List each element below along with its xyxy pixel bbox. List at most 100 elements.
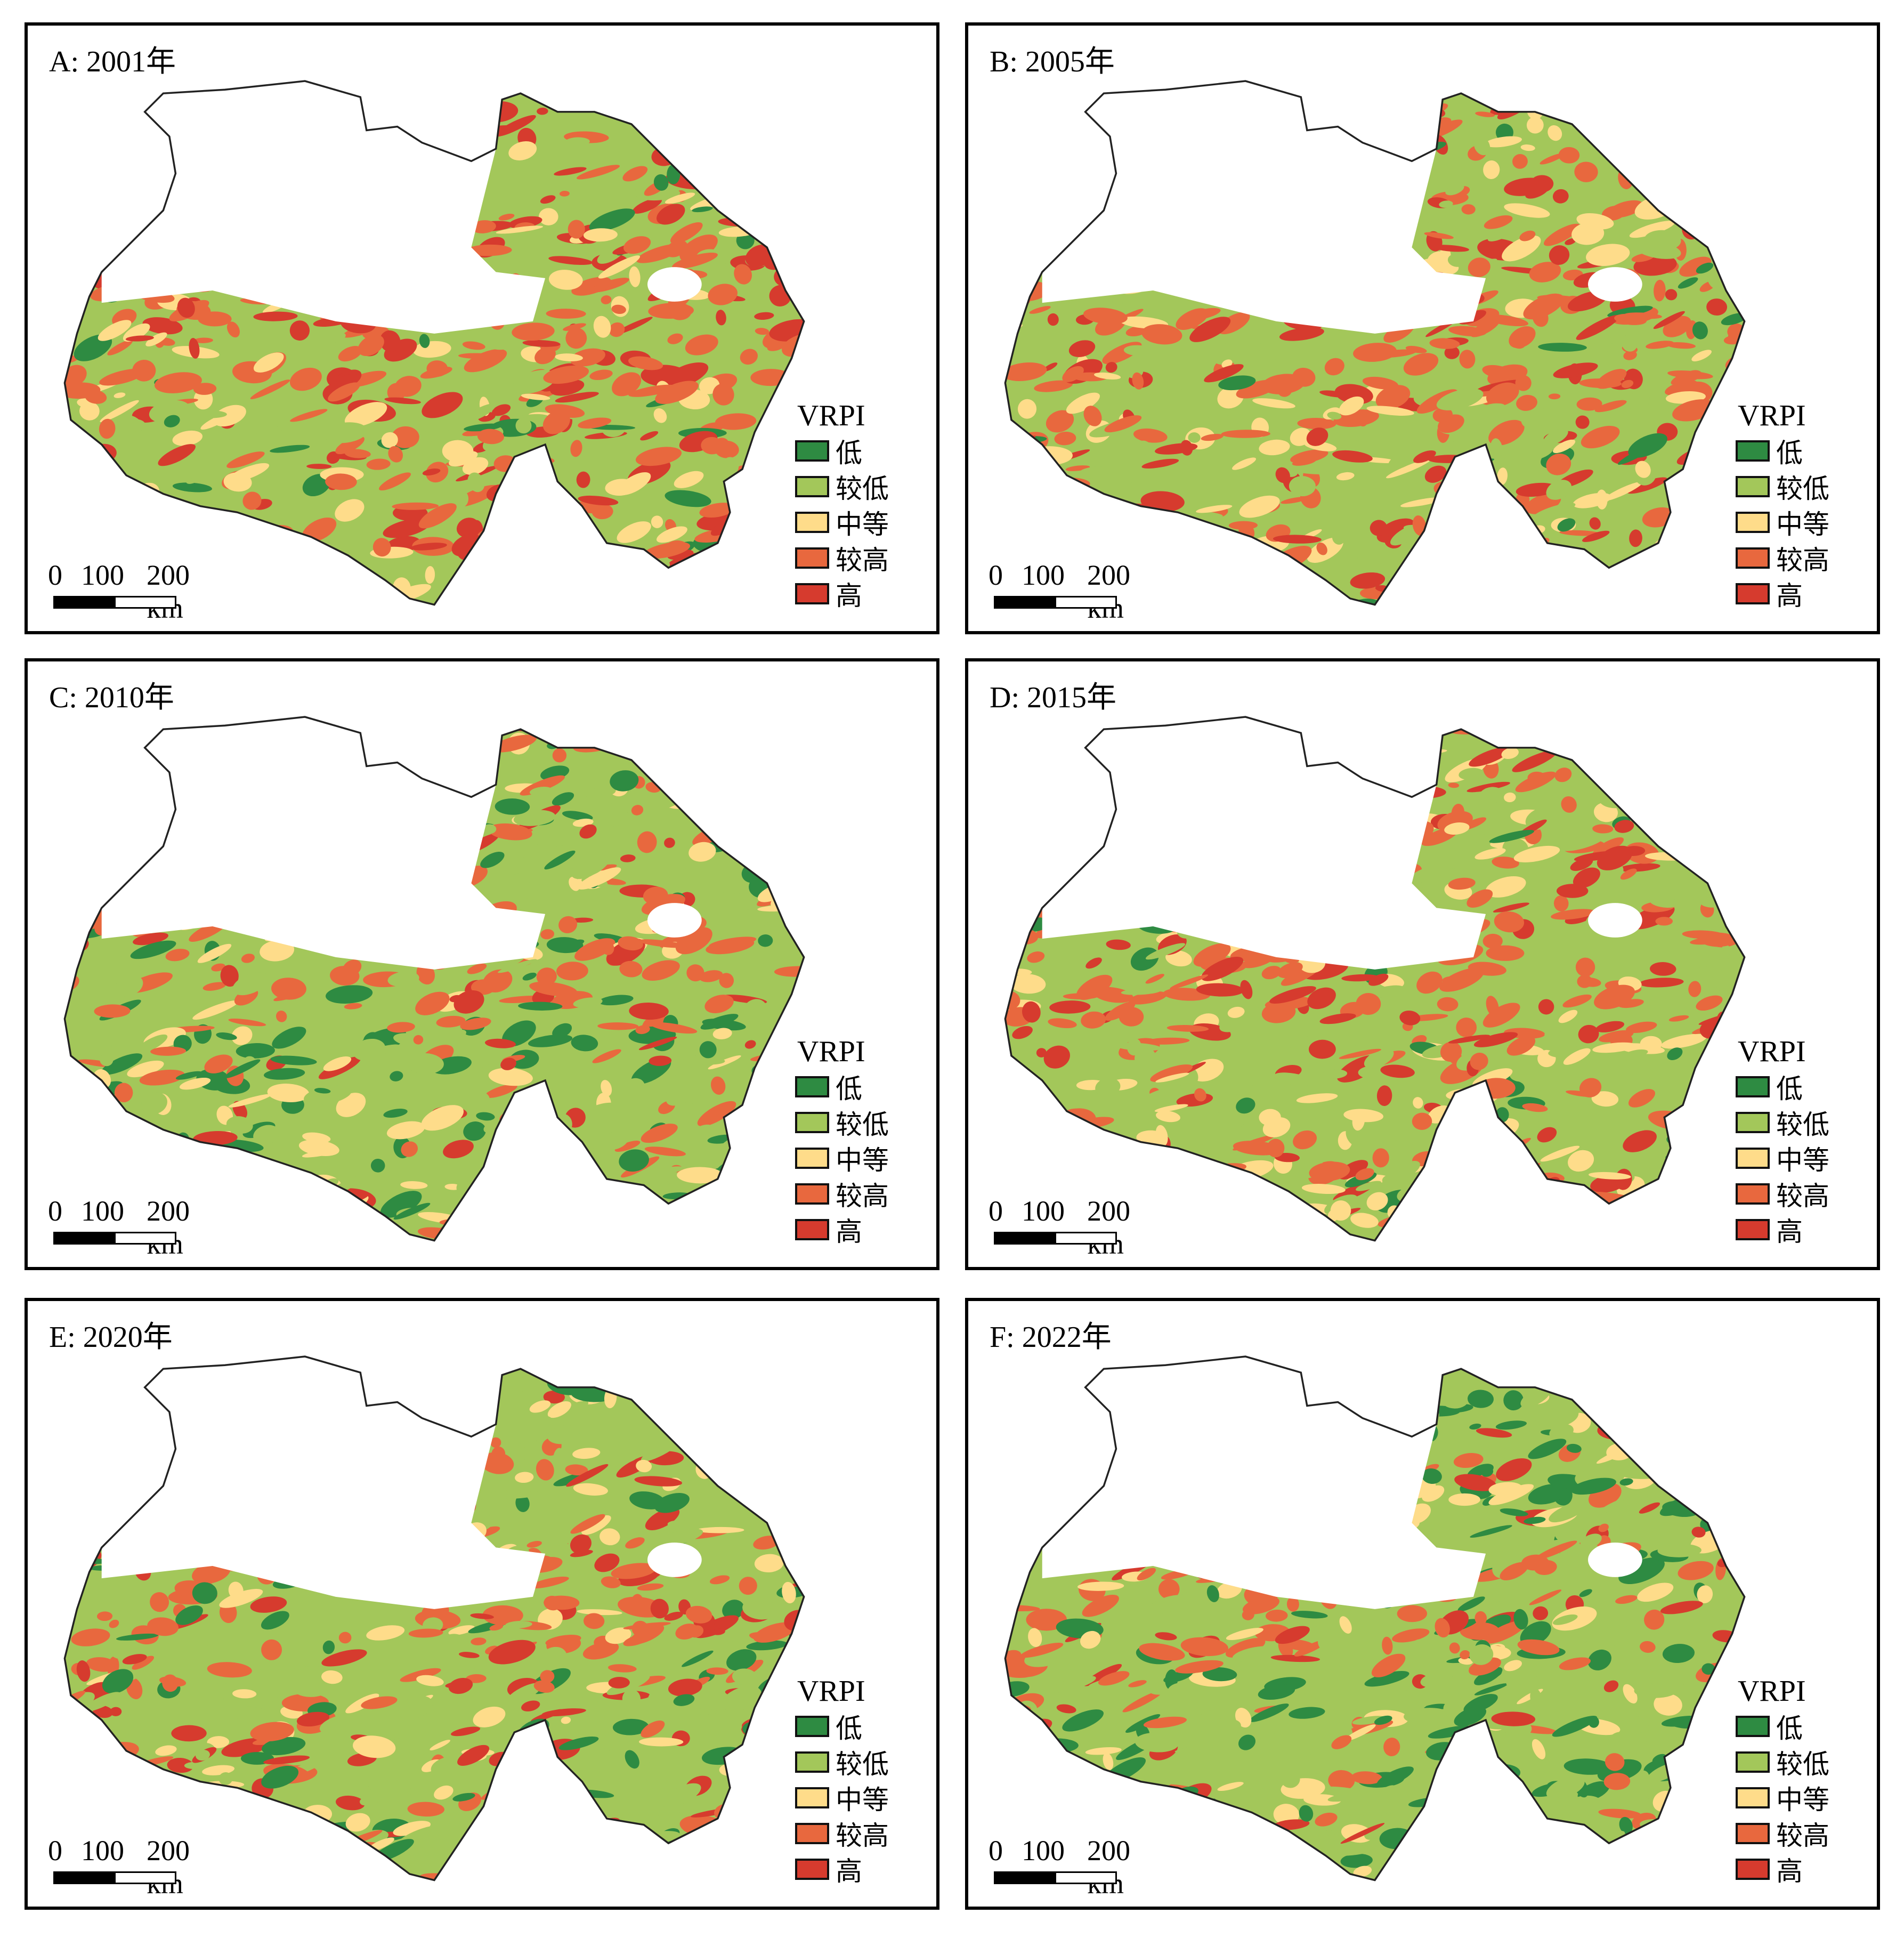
raster-patch — [1691, 1527, 1706, 1538]
raster-patch — [1309, 1231, 1339, 1241]
raster-patch — [593, 316, 611, 338]
scale-label-0: 0 — [48, 1195, 62, 1227]
raster-patch — [212, 1864, 250, 1877]
raster-patch — [1005, 189, 1037, 212]
raster-patch — [253, 311, 298, 321]
raster-patch — [635, 447, 682, 466]
raster-patch — [471, 220, 496, 233]
raster-patch — [1445, 1745, 1479, 1754]
raster-patch — [732, 1413, 747, 1425]
raster-patch — [466, 1874, 497, 1880]
raster-patch — [1506, 1666, 1543, 1686]
raster-patch — [1615, 1482, 1658, 1505]
raster-patch — [642, 960, 680, 981]
raster-patch — [1176, 308, 1209, 330]
raster-patch — [209, 432, 250, 455]
raster-patch — [1044, 1446, 1083, 1459]
legend-label: 较低 — [836, 473, 889, 504]
raster-patch — [1196, 505, 1233, 513]
raster-patch — [335, 1840, 361, 1858]
raster-patch — [696, 1864, 718, 1880]
legend-label: 中等 — [1776, 1145, 1829, 1175]
raster-patch — [469, 724, 484, 742]
raster-patch — [1352, 1716, 1387, 1725]
raster-patch — [590, 278, 629, 293]
legend-label: 较低 — [836, 1749, 889, 1779]
raster-patch — [667, 1369, 679, 1383]
raster-patch — [478, 1855, 490, 1864]
raster-patch — [1022, 1001, 1041, 1023]
raster-patch — [1357, 1636, 1382, 1656]
raster-patch — [617, 1777, 629, 1784]
raster-patch — [1512, 154, 1528, 169]
raster-patch — [521, 393, 550, 400]
raster-patch — [1448, 782, 1460, 788]
raster-patch — [193, 410, 227, 418]
raster-patch — [1503, 1367, 1550, 1379]
raster-patch — [1585, 1368, 1614, 1388]
raster-patch — [534, 347, 556, 365]
raster-patch — [1505, 1162, 1541, 1178]
raster-patch — [547, 580, 586, 589]
raster-patch — [653, 174, 669, 191]
raster-patch — [1294, 1729, 1306, 1737]
raster-patch — [1017, 1530, 1048, 1539]
raster-patch — [704, 995, 734, 1014]
raster-patch — [237, 573, 280, 598]
raster-patch — [634, 1476, 683, 1487]
raster-patch — [1646, 341, 1674, 349]
raster-patch — [1493, 1836, 1533, 1854]
raster-patch — [1654, 1693, 1682, 1716]
raster-patch — [1386, 458, 1431, 479]
raster-patch — [1540, 153, 1564, 165]
raster-patch — [1048, 538, 1064, 554]
raster-patch — [1005, 1174, 1020, 1191]
raster-patch — [1595, 1379, 1608, 1388]
raster-patch — [655, 381, 699, 404]
raster-patch — [126, 505, 152, 515]
legend-item: 较高 — [1736, 1815, 1829, 1851]
raster-patch — [1696, 754, 1741, 776]
raster-patch — [1728, 889, 1745, 907]
raster-patch — [1150, 1064, 1193, 1082]
raster-patch — [563, 1816, 580, 1829]
raster-patch — [1047, 313, 1059, 326]
raster-patch — [1686, 1392, 1709, 1413]
raster-patch — [1009, 1501, 1027, 1523]
raster-patch — [64, 1122, 78, 1142]
raster-patch — [309, 557, 355, 565]
raster-patch — [1334, 384, 1373, 405]
raster-patch — [665, 490, 711, 507]
raster-patch — [696, 1124, 714, 1134]
raster-patch — [745, 1800, 761, 1817]
raster-patch — [87, 734, 109, 750]
raster-patch — [1594, 984, 1635, 1010]
raster-patch — [749, 1382, 793, 1410]
raster-patch — [1019, 1733, 1034, 1739]
raster-patch — [1206, 1214, 1225, 1230]
raster-patch — [1217, 1788, 1258, 1806]
raster-patch — [1702, 490, 1730, 508]
raster-patch — [758, 1826, 792, 1835]
raster-patch — [231, 1706, 276, 1724]
raster-patch — [1482, 1003, 1520, 1028]
raster-patch — [715, 413, 757, 430]
raster-fill — [64, 81, 804, 605]
raster-patch — [753, 1168, 773, 1189]
raster-patch — [1155, 1632, 1177, 1641]
raster-patch — [614, 411, 632, 430]
raster-patch — [261, 1639, 282, 1660]
raster-patch — [1654, 809, 1681, 821]
raster-patch — [1553, 439, 1576, 454]
raster-patch — [522, 340, 561, 347]
scale-bar: 0 100 200 km — [48, 1194, 190, 1260]
raster-patch — [488, 1640, 536, 1665]
raster-patch — [1198, 583, 1227, 605]
raster-patch — [127, 1060, 164, 1078]
raster-patch — [1592, 824, 1614, 834]
panel-title: D: 2015年 — [990, 681, 1116, 714]
raster-patch — [361, 1696, 398, 1709]
raster-patch — [1598, 1230, 1633, 1241]
raster-patch — [400, 1181, 428, 1189]
raster-patch — [278, 1220, 321, 1231]
